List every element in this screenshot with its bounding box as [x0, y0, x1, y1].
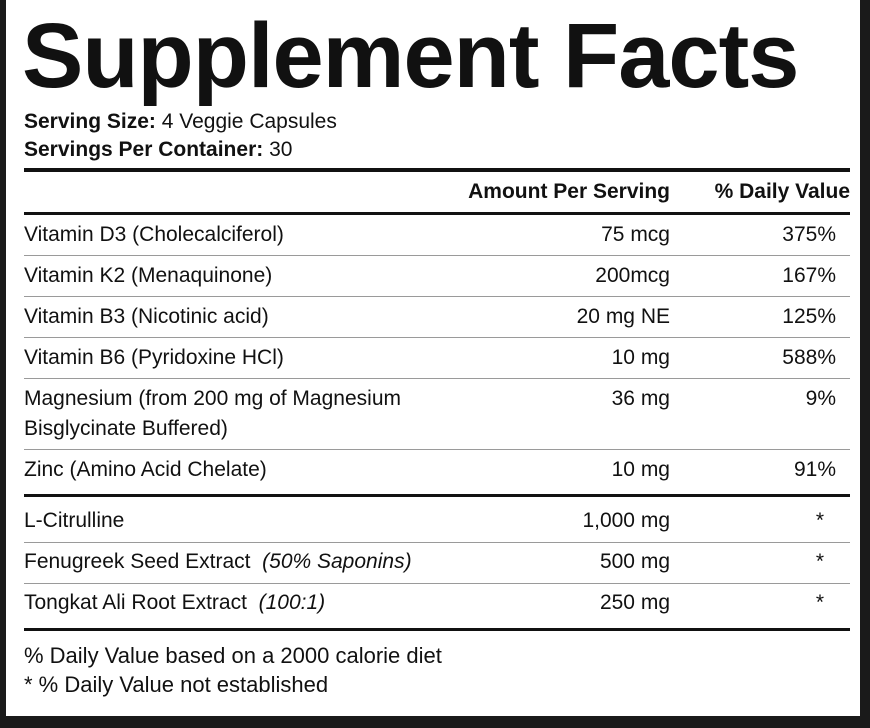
- ingredient-name: Fenugreek Seed Extract (50% Saponins): [24, 547, 470, 577]
- ingredient-note: (50% Saponins): [262, 550, 412, 573]
- nutrient-amount: 75 mcg: [601, 223, 670, 246]
- nutrient-name: Vitamin B6 (Pyridoxine HCl): [24, 346, 284, 369]
- divider: [24, 542, 850, 543]
- table-header: Amount Per Serving % Daily Value: [24, 172, 850, 212]
- divider: [24, 628, 850, 631]
- nutrient-amount: 20 mg NE: [576, 305, 670, 328]
- nutrient-dv: 9%: [805, 387, 836, 410]
- table-row: Tongkat Ali Root Extract (100:1) 250 mg …: [24, 584, 850, 624]
- nutrient-name: Vitamin K2 (Menaquinone): [24, 264, 273, 287]
- divider: [24, 449, 850, 450]
- divider: [24, 378, 850, 379]
- footer-line: % Daily Value based on a 2000 calorie di…: [24, 643, 442, 668]
- ingredient-note: (100:1): [258, 591, 326, 614]
- divider: [24, 212, 850, 215]
- nutrient-dv: 125%: [782, 305, 836, 328]
- nutrient-name-line2: Bisglycinate Buffered): [24, 417, 228, 440]
- nutrient-amount: 200mcg: [595, 264, 670, 287]
- nutrient-name: Vitamin D3 (Cholecalciferol): [24, 223, 284, 246]
- servings-per-container-label: Servings Per Container:: [24, 138, 264, 161]
- nutrient-amount: 10 mg: [611, 458, 670, 481]
- footer-line: * % Daily Value not established: [24, 672, 329, 697]
- ingredient-dv: *: [815, 550, 824, 573]
- divider: [24, 494, 850, 497]
- table-row: Vitamin K2 (Menaquinone) 200mcg 167%: [24, 256, 850, 296]
- nutrient-dv: 588%: [782, 346, 836, 369]
- serving-size-label: Serving Size:: [24, 110, 156, 133]
- ingredient-name: L-Citrulline: [24, 506, 470, 536]
- ingredient-label: Fenugreek Seed Extract: [24, 550, 251, 573]
- table-row: Vitamin B6 (Pyridoxine HCl) 10 mg 588%: [24, 338, 850, 378]
- ingredient-amount: 500 mg: [599, 550, 670, 573]
- serving-size-value: 4 Veggie Capsules: [161, 110, 337, 133]
- nutrient-dv: 91%: [793, 458, 836, 481]
- table-row: Vitamin B3 (Nicotinic acid) 20 mg NE 125…: [24, 297, 850, 337]
- servings-per-container-value: 30: [269, 138, 293, 161]
- serving-size: Serving Size: 4 Veggie Capsules: [24, 108, 850, 136]
- footer-notes: % Daily Value based on a 2000 calorie di…: [24, 641, 850, 699]
- ingredient-dv: *: [815, 509, 824, 532]
- ingredient-amount: 250 mg: [599, 591, 670, 614]
- divider: [24, 337, 850, 338]
- nutrient-name: Vitamin B3 (Nicotinic acid): [24, 305, 269, 328]
- nutrient-name: Magnesium (from 200 mg of Magnesium Bisg…: [24, 384, 470, 444]
- nutrient-dv: 375%: [782, 223, 836, 246]
- amount-header: Amount Per Serving: [468, 180, 670, 203]
- divider: [24, 168, 850, 172]
- serving-info: Serving Size: 4 Veggie Capsules Servings…: [24, 108, 850, 164]
- nutrient-name: Zinc (Amino Acid Chelate): [24, 458, 267, 481]
- table-row: Vitamin D3 (Cholecalciferol) 75 mcg 375%: [24, 215, 850, 255]
- supplement-facts-panel: Supplement Facts Serving Size: 4 Veggie …: [6, 0, 860, 716]
- divider: [24, 255, 850, 256]
- servings-per-container: Servings Per Container: 30: [24, 136, 850, 164]
- ingredient-dv: *: [815, 591, 824, 614]
- nutrient-amount: 36 mg: [611, 387, 670, 410]
- ingredient-label: L-Citrulline: [24, 509, 125, 532]
- page-title: Supplement Facts: [22, 5, 799, 107]
- table-row: Fenugreek Seed Extract (50% Saponins) 50…: [24, 543, 850, 583]
- nutrient-dv: 167%: [782, 264, 836, 287]
- table-row: Zinc (Amino Acid Chelate) 10 mg 91%: [24, 450, 850, 490]
- nutrient-name-line1: Magnesium (from 200 mg of Magnesium: [24, 387, 401, 410]
- divider: [24, 296, 850, 297]
- daily-value-header: % Daily Value: [714, 180, 850, 203]
- ingredient-amount: 1,000 mg: [582, 509, 670, 532]
- divider: [24, 583, 850, 584]
- ingredient-label: Tongkat Ali Root Extract: [24, 591, 247, 614]
- table-row: L-Citrulline 1,000 mg *: [24, 497, 850, 542]
- ingredient-name: Tongkat Ali Root Extract (100:1): [24, 588, 470, 618]
- nutrient-amount: 10 mg: [611, 346, 670, 369]
- table-row: Magnesium (from 200 mg of Magnesium Bisg…: [24, 379, 850, 449]
